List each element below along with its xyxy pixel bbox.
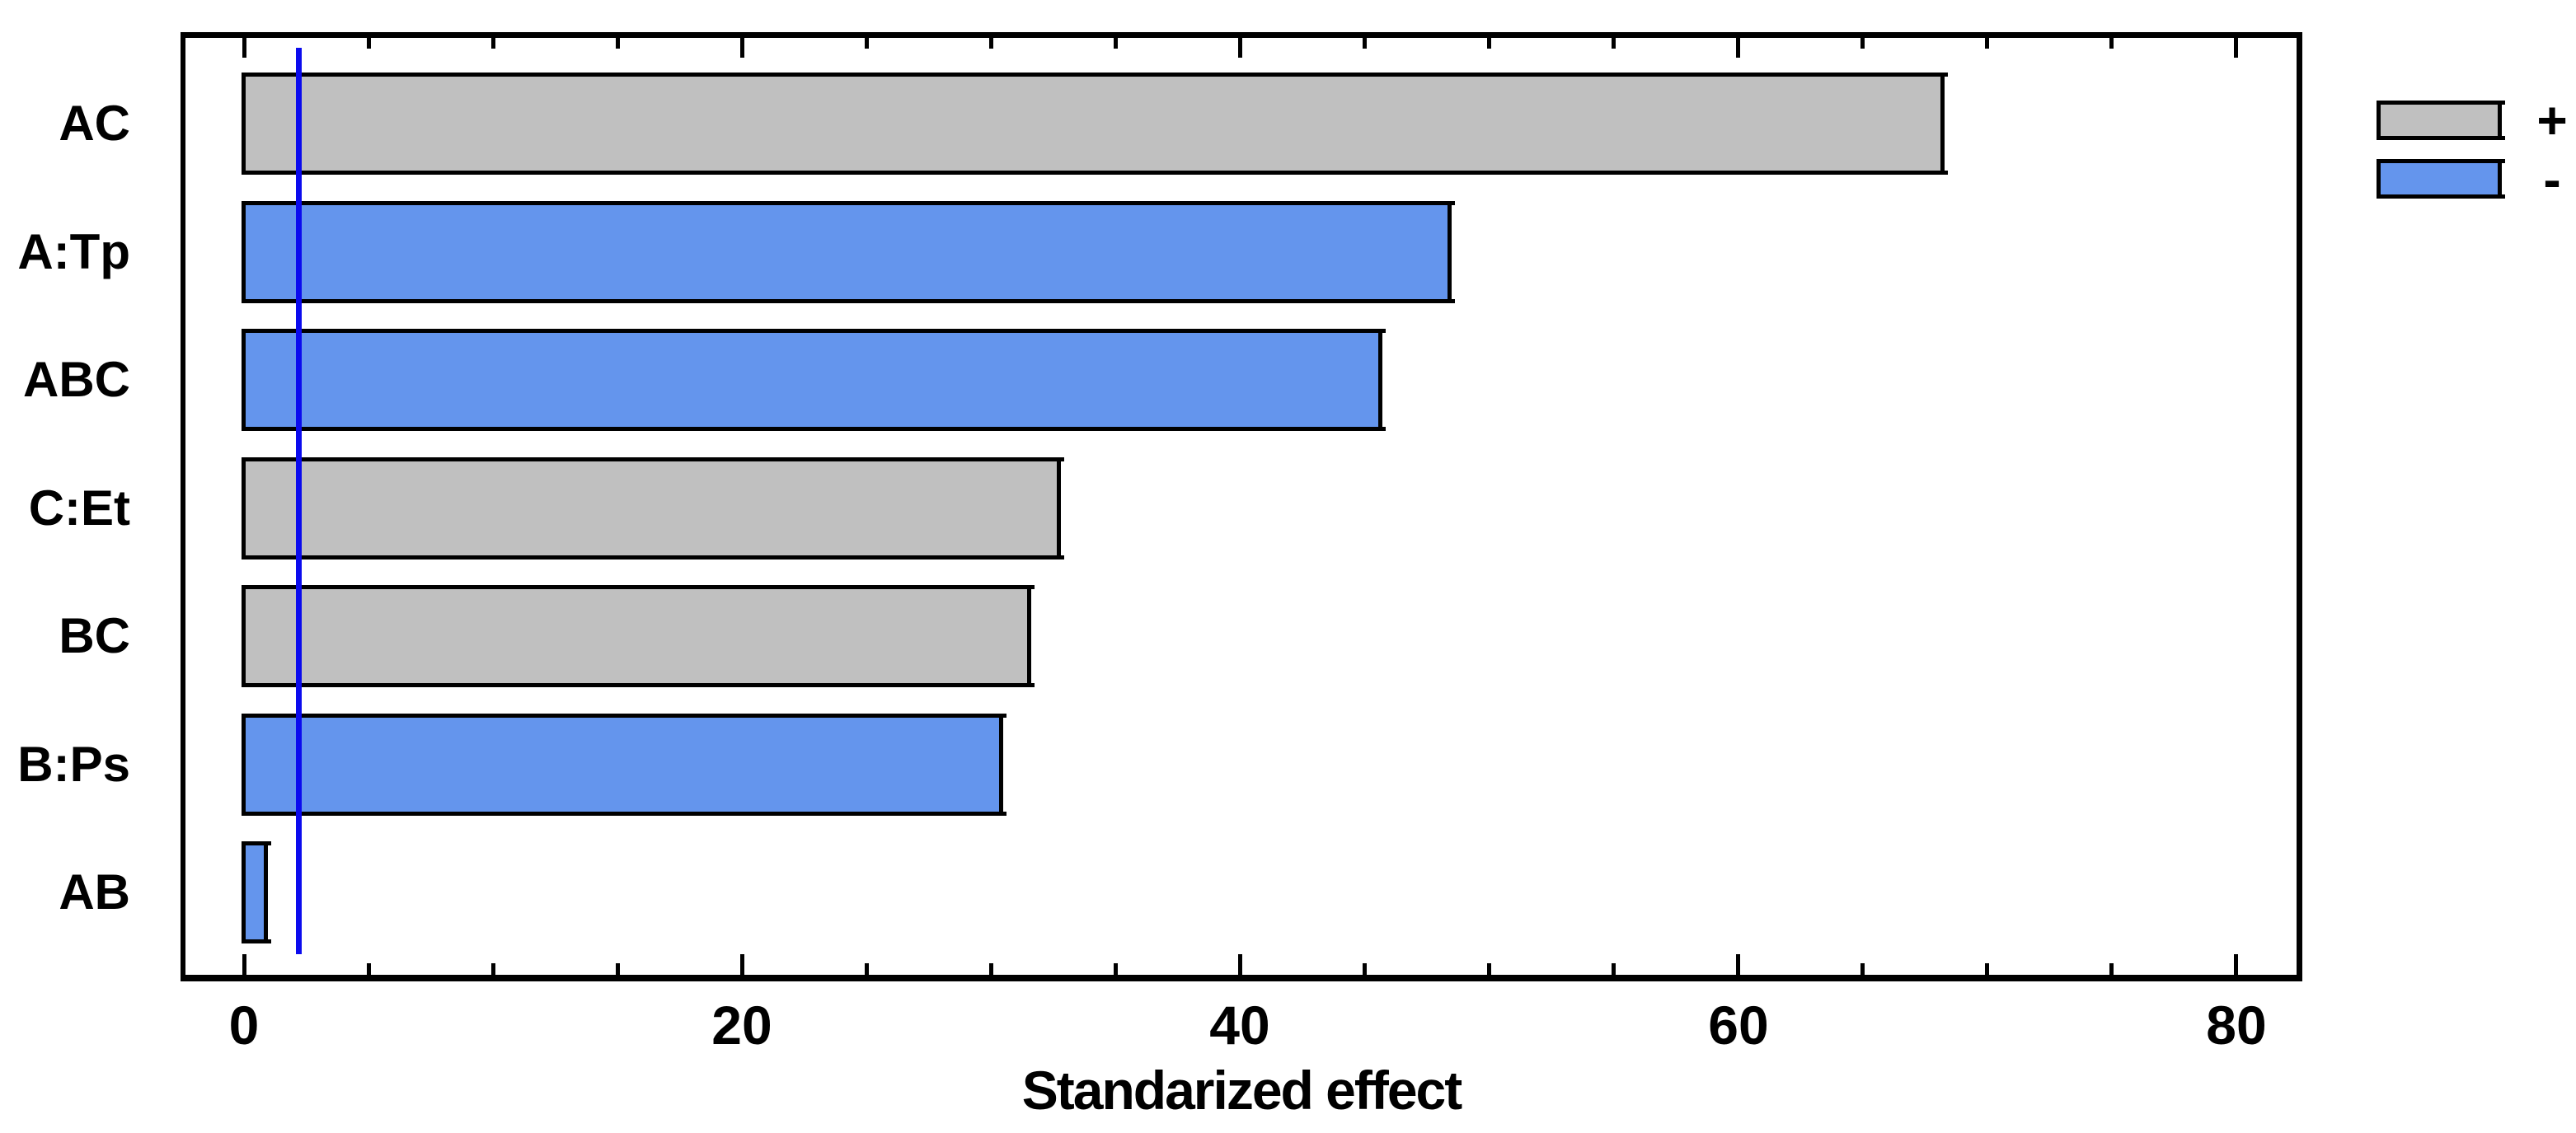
bar-ac bbox=[242, 73, 1948, 175]
y-axis-label-bc: BC bbox=[59, 608, 130, 663]
x-axis-minor-tick bbox=[1363, 38, 1367, 49]
x-axis-major-tick bbox=[740, 38, 744, 58]
x-axis-major-tick bbox=[2234, 38, 2238, 58]
x-axis-major-tick bbox=[1238, 954, 1242, 975]
x-axis-minor-tick bbox=[989, 38, 993, 49]
x-axis-minor-tick bbox=[1612, 963, 1616, 975]
x-axis-tick-label-40: 40 bbox=[1209, 995, 1270, 1056]
x-axis-major-tick bbox=[242, 954, 246, 975]
y-axis-label-abc: ABC bbox=[23, 352, 130, 407]
y-axis-label-ab: AB bbox=[59, 864, 130, 920]
x-axis-minor-tick bbox=[1114, 38, 1118, 49]
x-axis-minor-tick bbox=[1860, 38, 1865, 49]
x-axis-minor-tick bbox=[2109, 38, 2114, 49]
legend-swatch-positive bbox=[2377, 101, 2505, 140]
x-axis-minor-tick bbox=[616, 963, 620, 975]
x-axis-major-tick bbox=[1736, 38, 1740, 58]
x-axis-major-tick bbox=[242, 38, 246, 58]
x-axis-minor-tick bbox=[1612, 38, 1616, 49]
x-axis-major-tick bbox=[740, 954, 744, 975]
x-axis-minor-tick bbox=[1985, 963, 1989, 975]
x-axis-minor-tick bbox=[989, 963, 993, 975]
bar-bc bbox=[242, 585, 1035, 687]
x-axis-minor-tick bbox=[616, 38, 620, 49]
x-axis-minor-tick bbox=[1860, 963, 1865, 975]
x-axis-minor-tick bbox=[491, 963, 495, 975]
x-axis-minor-tick bbox=[1487, 38, 1491, 49]
bar-ab bbox=[242, 841, 271, 943]
y-axis-label-c-et: C:Et bbox=[28, 480, 130, 536]
x-axis-minor-tick bbox=[367, 963, 371, 975]
x-axis-major-tick bbox=[1238, 38, 1242, 58]
x-axis-minor-tick bbox=[367, 38, 371, 49]
x-axis-tick-label-20: 20 bbox=[711, 995, 772, 1056]
x-axis-tick-label-60: 60 bbox=[1708, 995, 1769, 1056]
legend-swatch-negative bbox=[2377, 159, 2505, 199]
x-axis-minor-tick bbox=[865, 38, 869, 49]
x-axis-tick-label-80: 80 bbox=[2206, 995, 2267, 1056]
legend-label-positive: + bbox=[2536, 91, 2568, 150]
x-axis-minor-tick bbox=[1114, 963, 1118, 975]
x-axis-minor-tick bbox=[1985, 38, 1989, 49]
x-axis-minor-tick bbox=[1363, 963, 1367, 975]
x-axis-major-tick bbox=[1736, 954, 1740, 975]
bar-c-et bbox=[242, 457, 1064, 559]
y-axis-label-a-tp: A:Tp bbox=[17, 224, 130, 279]
x-axis-minor-tick bbox=[865, 963, 869, 975]
x-axis-minor-tick bbox=[1487, 963, 1491, 975]
x-axis-minor-tick bbox=[2109, 963, 2114, 975]
reference-line bbox=[296, 48, 302, 954]
y-axis-label-ac: AC bbox=[59, 96, 130, 151]
bar-b-ps bbox=[242, 714, 1006, 816]
bar-abc bbox=[242, 329, 1386, 431]
y-axis-label-b-ps: B:Ps bbox=[17, 737, 130, 792]
x-axis-title: Standarized effect bbox=[1021, 1060, 1462, 1121]
plot-area bbox=[181, 32, 2302, 981]
legend-label-negative: - bbox=[2543, 150, 2561, 209]
bar-a-tp bbox=[242, 201, 1455, 303]
x-axis-major-tick bbox=[2234, 954, 2238, 975]
x-axis-tick-label-0: 0 bbox=[228, 995, 260, 1056]
x-axis-minor-tick bbox=[491, 38, 495, 49]
